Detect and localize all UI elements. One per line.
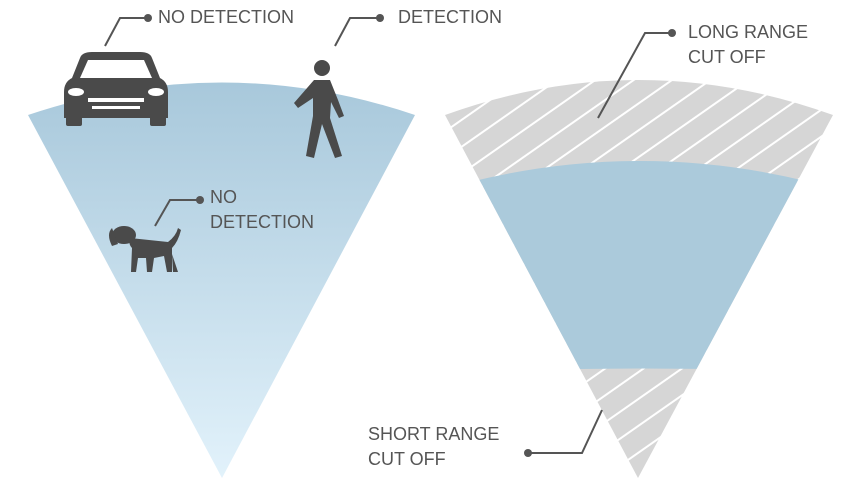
callout-line	[334, 17, 380, 47]
detection-cone	[28, 82, 415, 478]
car-icon	[64, 52, 168, 126]
callout-dot	[376, 14, 384, 22]
range-cone	[445, 80, 833, 478]
label: SHORT RANGE	[368, 424, 499, 444]
callout-dot	[668, 29, 676, 37]
callout-dot	[144, 14, 152, 22]
label: DETECTION	[398, 7, 502, 27]
label: NO	[210, 187, 237, 207]
callout-line	[528, 409, 603, 454]
callout-dot	[524, 449, 532, 457]
label: CUT OFF	[688, 47, 766, 67]
dog-icon	[109, 226, 181, 272]
label: CUT OFF	[368, 449, 446, 469]
detection-band	[470, 161, 810, 372]
label: NO DETECTION	[158, 7, 294, 27]
callout-line	[154, 199, 200, 227]
label: DETECTION	[210, 212, 314, 232]
label: LONG RANGE	[688, 22, 808, 42]
callout-dot	[196, 196, 204, 204]
callout-line	[597, 32, 672, 119]
person-icon	[294, 60, 344, 158]
callout-line	[104, 17, 148, 47]
